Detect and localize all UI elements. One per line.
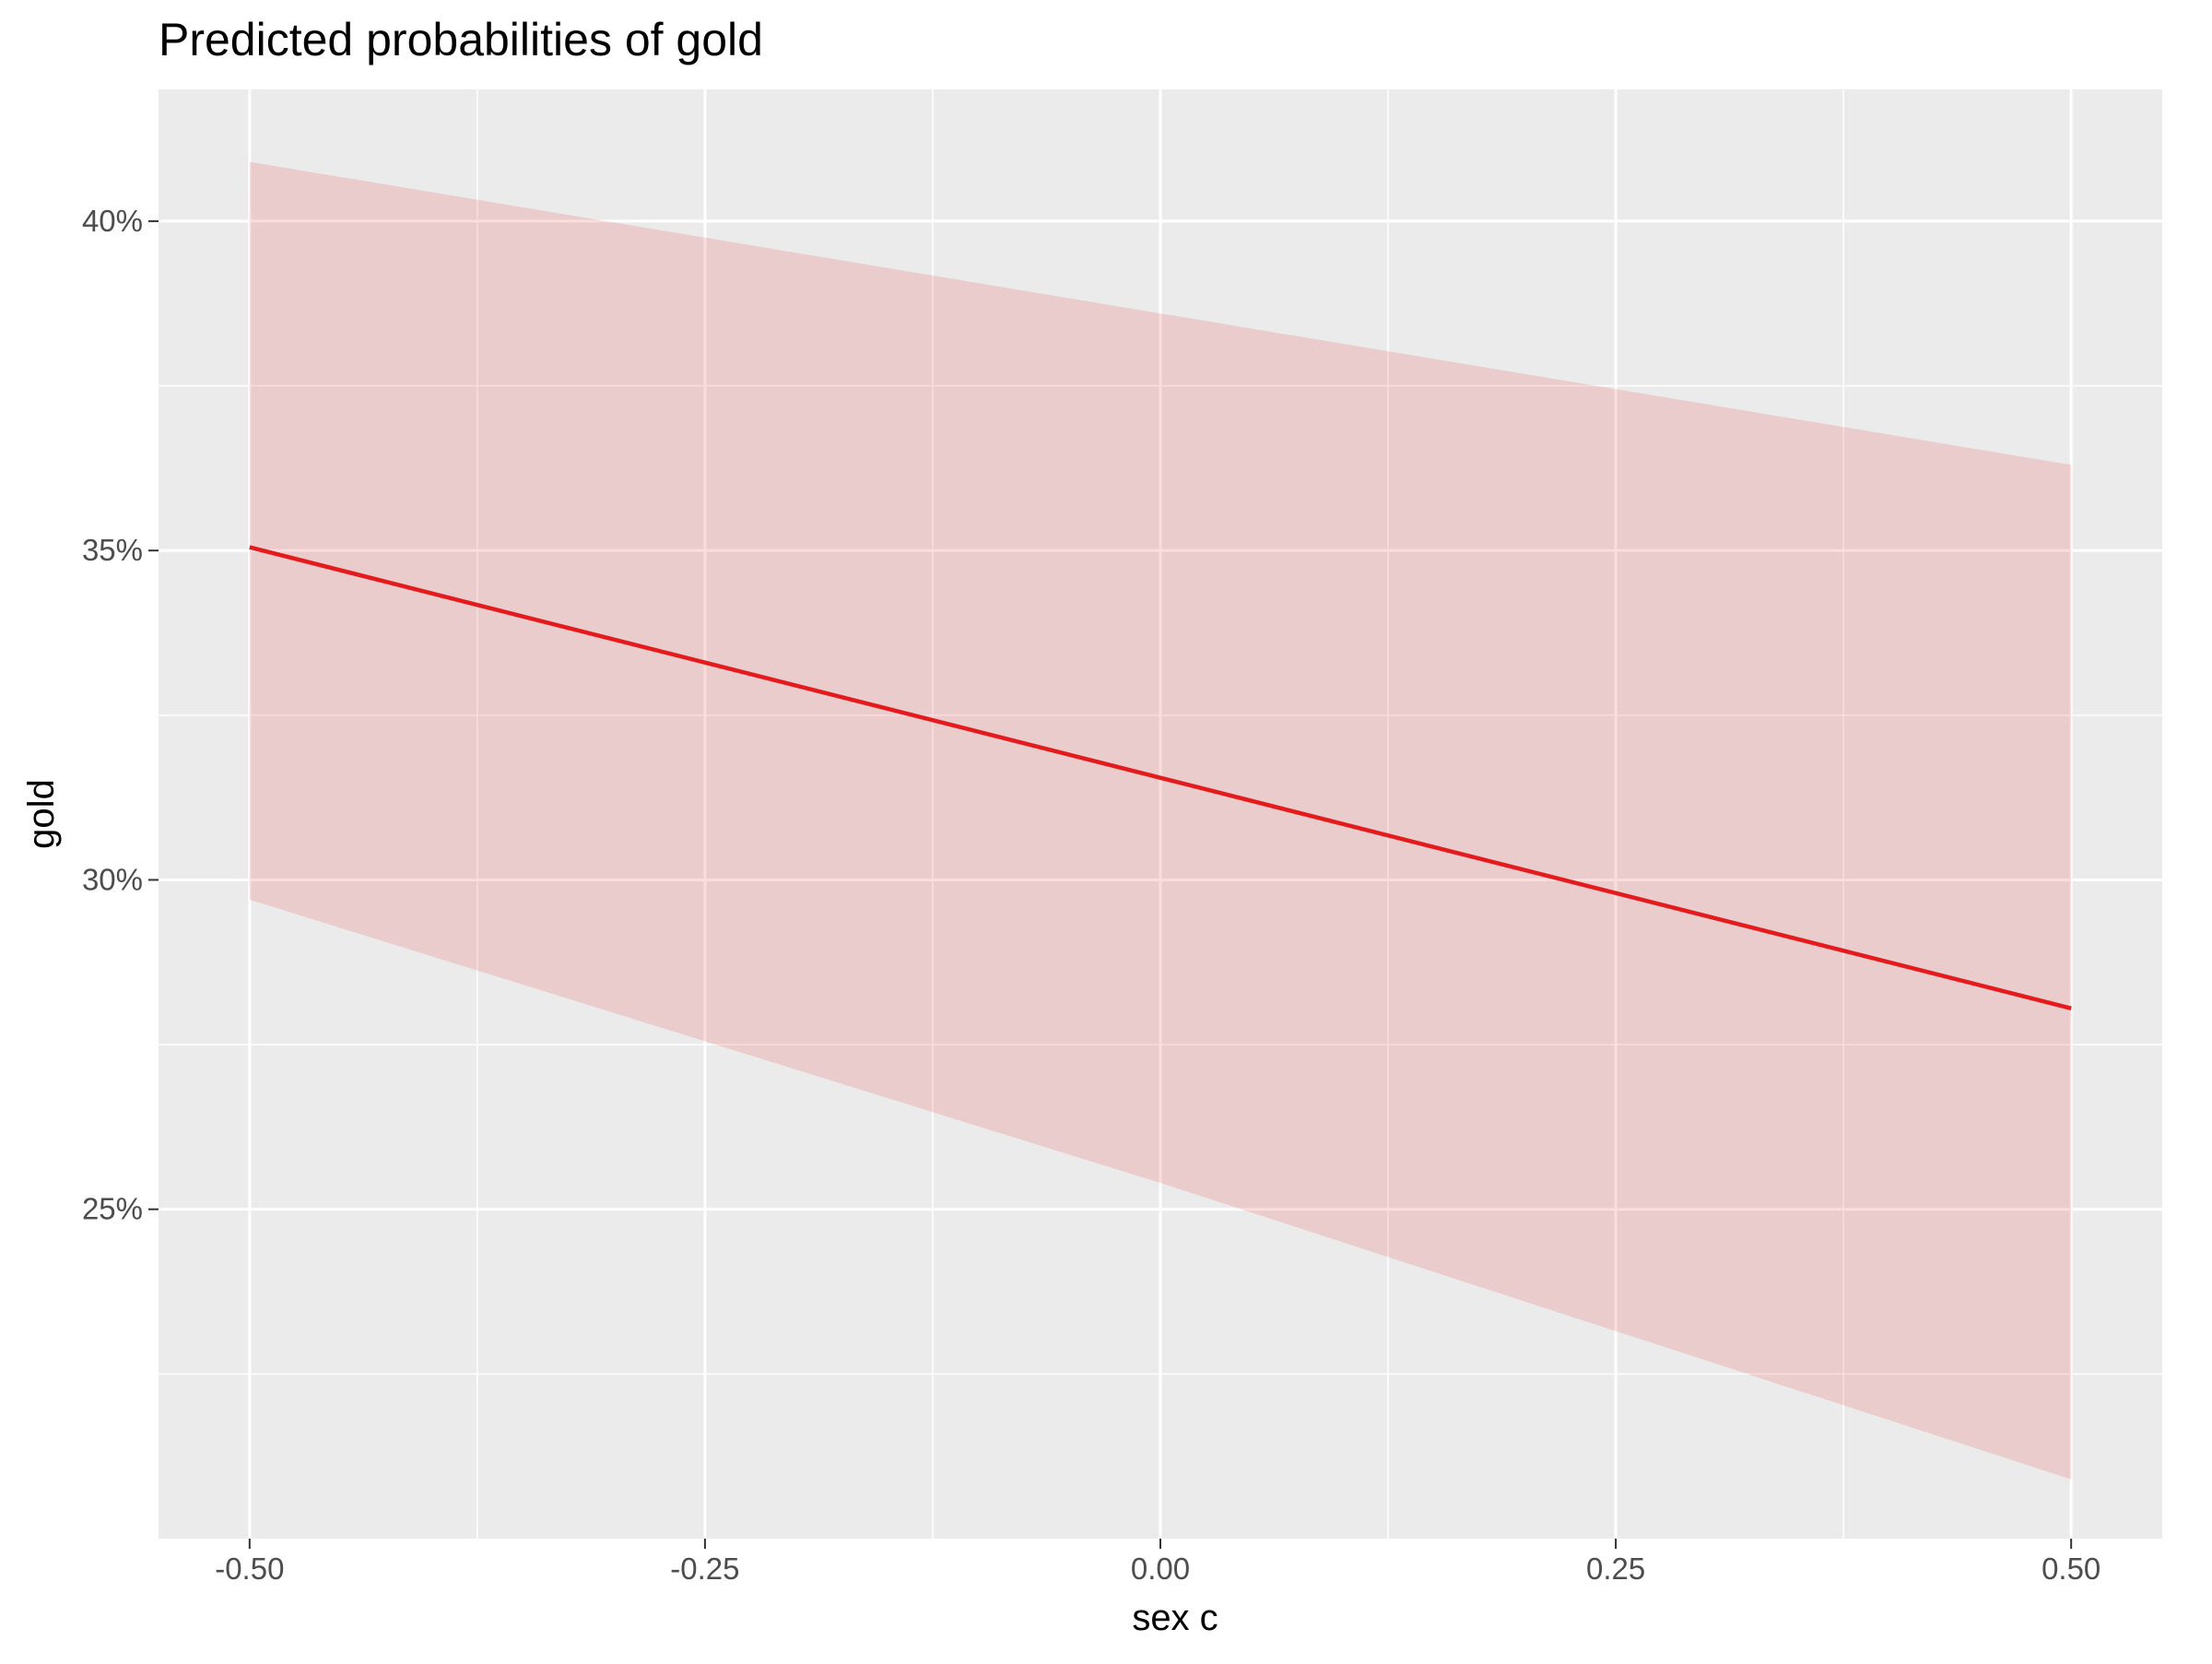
y-axis-title: gold [21,779,62,849]
x-tick-label: -0.25 [670,1552,739,1586]
confidence-band [249,161,2072,1480]
x-tick-label: 0.25 [1586,1552,1645,1586]
y-tick-label: 40% [82,204,143,238]
prediction-line [249,545,2072,1010]
prediction-line-layer [249,545,2072,1010]
x-tick-label: 0.50 [2041,1552,2100,1586]
x-tick-label: 0.00 [1131,1552,1190,1586]
x-tick-label: -0.50 [215,1552,284,1586]
major-gridlines [159,89,2162,1539]
x-axis: -0.50 -0.25 0.00 0.25 0.50 [215,1539,2100,1586]
y-axis: 25% 30% 35% 40% [82,204,159,1226]
confidence-band-layer [249,161,2072,1480]
y-tick-label: 35% [82,533,143,567]
x-axis-title: sex c [1132,1598,1218,1638]
y-tick-label: 30% [82,862,143,896]
y-tick-label: 25% [82,1192,143,1226]
chart-title: Predicted probabilities of gold [159,14,763,65]
